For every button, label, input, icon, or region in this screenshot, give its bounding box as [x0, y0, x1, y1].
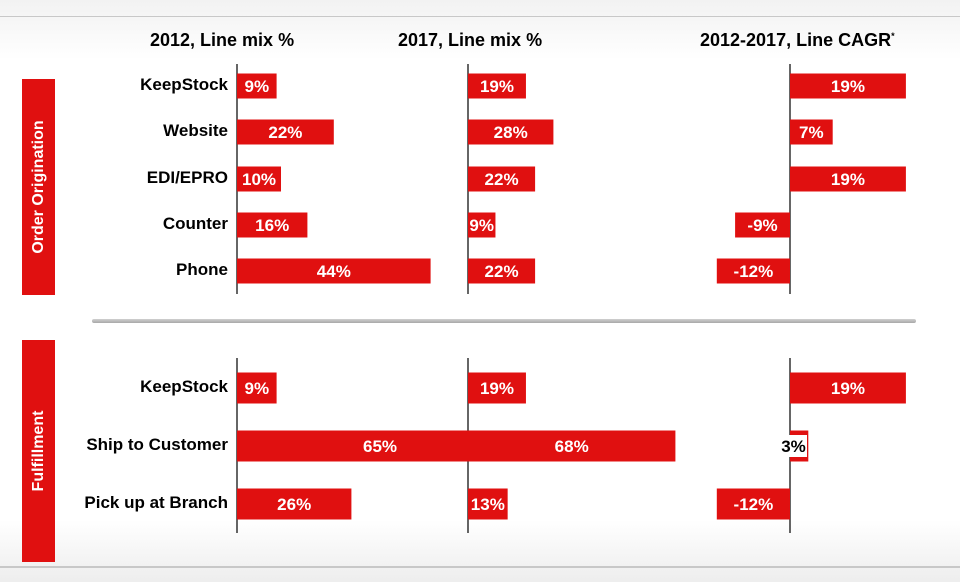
bar-order-origination-phone-col3: [716, 258, 790, 284]
bar-fulfillment-pick-up-at-branch-col2: [468, 488, 508, 520]
row-label-fulfillment-keepstock: KeepStock: [140, 377, 228, 396]
data-label-fulfillment-pick-up-at-branch-col1: 26%: [277, 495, 311, 514]
bar-fulfillment-pick-up-at-branch-col1: [237, 488, 352, 520]
bar-order-origination-edi-epro-col2: [468, 166, 536, 192]
data-label-fulfillment-pick-up-at-branch-col2: 13%: [471, 495, 505, 514]
bar-order-origination-edi-epro-col1: [237, 166, 281, 192]
data-label-order-origination-keepstock-col2: 19%: [480, 77, 514, 96]
bar-order-origination-keepstock-col1: [237, 73, 277, 99]
data-label-fulfillment-ship-to-customer-col2: 68%: [555, 437, 589, 456]
label-box-fulfillment-ship-to-customer-col3: [780, 435, 807, 457]
data-label-order-origination-edi-epro-col2: 22%: [485, 170, 519, 189]
row-label-fulfillment-pick-up-at-branch: Pick up at Branch: [84, 493, 228, 512]
section-separator: [92, 319, 916, 323]
data-label-order-origination-website-col2: 28%: [494, 123, 528, 142]
data-label-fulfillment-ship-to-customer-col1: 65%: [363, 437, 397, 456]
top-rule: [0, 16, 960, 17]
data-label-fulfillment-keepstock-col1: 9%: [245, 379, 270, 398]
footnote-marker: *: [891, 31, 895, 41]
bar-fulfillment-pick-up-at-branch-col3: [716, 488, 790, 520]
section-tab-fulfillment: Fulfillment: [22, 340, 55, 562]
bar-order-origination-phone-col2: [468, 258, 536, 284]
bar-order-origination-counter-col2: [468, 212, 496, 238]
data-label-order-origination-keepstock-col1: 9%: [245, 77, 270, 96]
data-label-order-origination-phone-col2: 22%: [485, 262, 519, 281]
bar-fulfillment-ship-to-customer-col2: [468, 430, 676, 462]
row-label-order-origination-counter: Counter: [162, 214, 228, 233]
column-title-cagr-text: 2012-2017, Line CAGR: [700, 30, 892, 50]
bottom-rule: [0, 566, 960, 568]
data-label-order-origination-counter-col1: 16%: [255, 216, 289, 235]
data-label-order-origination-website-col1: 22%: [268, 123, 302, 142]
data-label-order-origination-phone-col1: 44%: [317, 262, 351, 281]
data-label-order-origination-counter-col3: -9%: [747, 216, 777, 235]
data-label-order-origination-counter-col2: 9%: [469, 216, 494, 235]
bar-order-origination-keepstock-col2: [468, 73, 526, 99]
row-label-order-origination-phone: Phone: [176, 260, 228, 279]
bar-order-origination-website-col2: [468, 119, 554, 145]
row-label-order-origination-edi-epro: EDI/EPRO: [146, 168, 228, 187]
bar-order-origination-website-col3: [790, 119, 833, 145]
column-title-2017: 2017, Line mix %: [398, 30, 543, 50]
bar-order-origination-keepstock-col3: [790, 73, 906, 99]
data-label-order-origination-edi-epro-col3: 19%: [831, 170, 865, 189]
data-label-fulfillment-keepstock-col2: 19%: [480, 379, 514, 398]
data-label-fulfillment-ship-to-customer-col3: 3%: [781, 437, 806, 456]
section-tab-order-origination: Order Origination: [22, 79, 55, 295]
bar-order-origination-counter-col1: [237, 212, 308, 238]
data-label-order-origination-website-col3: 7%: [799, 123, 824, 142]
row-label-fulfillment-ship-to-customer: Ship to Customer: [86, 435, 228, 454]
bar-order-origination-phone-col1: [237, 258, 431, 284]
data-label-order-origination-keepstock-col3: 19%: [831, 77, 865, 96]
bar-order-origination-edi-epro-col3: [790, 166, 906, 192]
data-label-order-origination-edi-epro-col1: 10%: [242, 170, 276, 189]
row-label-order-origination-website: Website: [163, 121, 228, 140]
column-title-cagr: 2012-2017, Line CAGR*: [700, 30, 895, 51]
bar-order-origination-website-col1: [237, 119, 334, 145]
data-label-fulfillment-keepstock-col3: 19%: [831, 379, 865, 398]
column-title-2012: 2012, Line mix %: [150, 30, 295, 50]
data-label-order-origination-phone-col3: -12%: [734, 262, 774, 281]
bar-fulfillment-keepstock-col3: [790, 372, 906, 404]
bar-fulfillment-keepstock-col2: [468, 372, 526, 404]
bar-fulfillment-keepstock-col1: [237, 372, 277, 404]
row-label-order-origination-keepstock: KeepStock: [140, 75, 228, 94]
data-label-fulfillment-pick-up-at-branch-col3: -12%: [734, 495, 774, 514]
bar-order-origination-counter-col3: [735, 212, 790, 238]
